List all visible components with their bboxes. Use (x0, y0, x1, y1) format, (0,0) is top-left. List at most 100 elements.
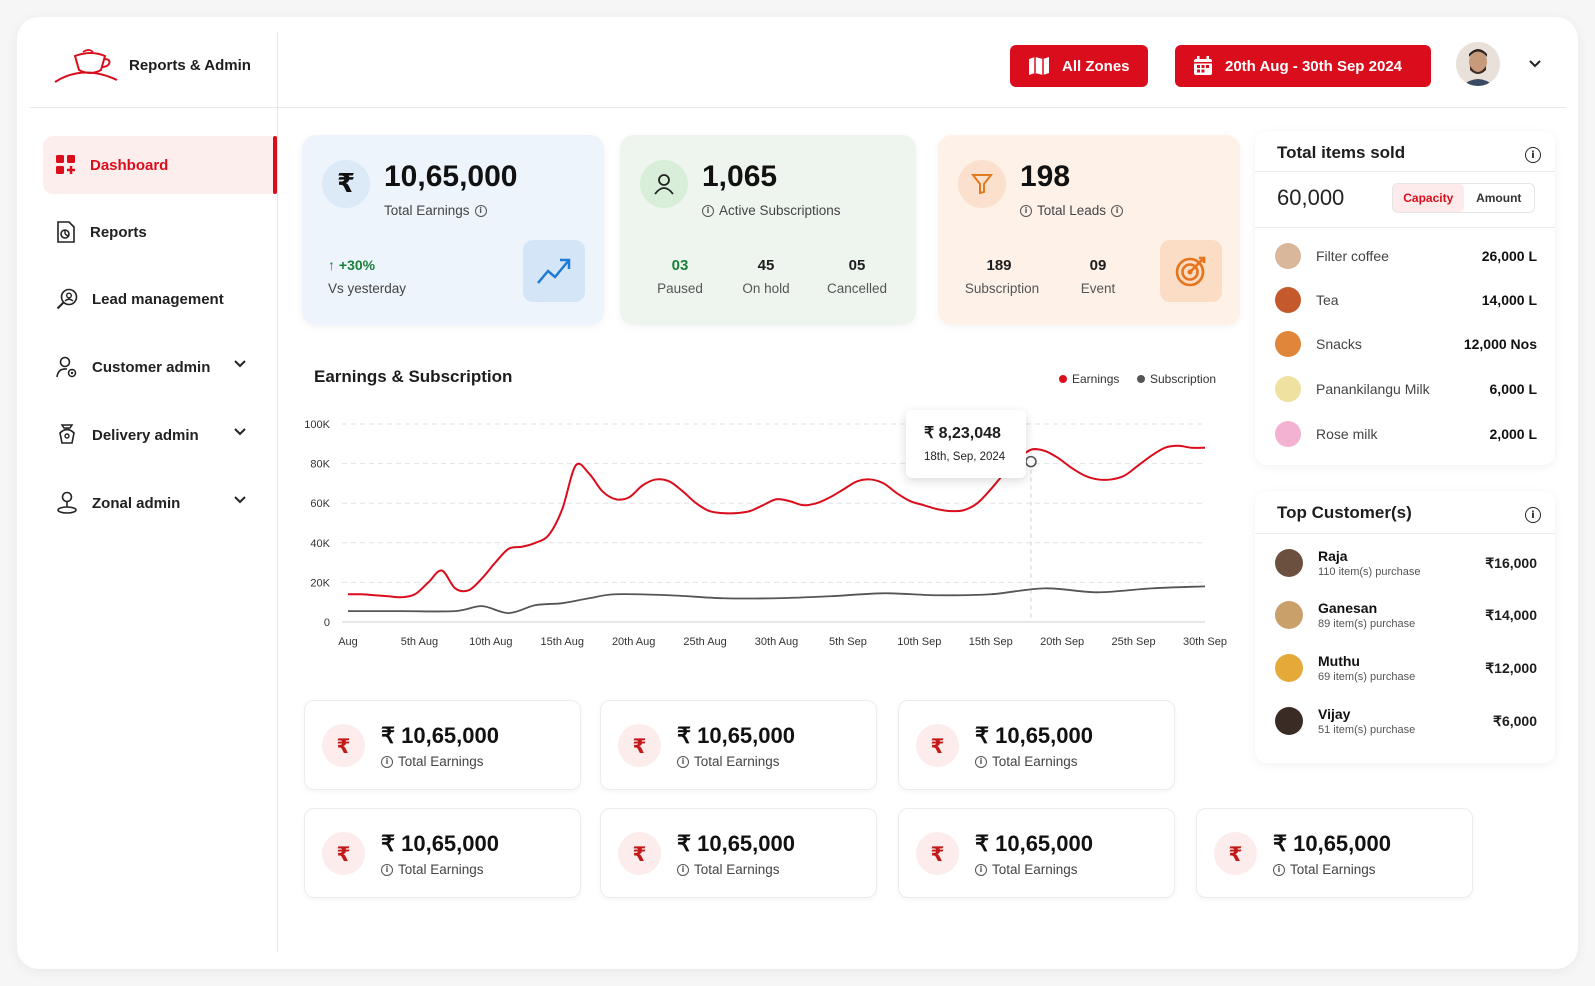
app-title: Reports & Admin (129, 57, 251, 74)
earnings-card-label: i Total Earnings (381, 862, 484, 877)
lead-search-icon (56, 288, 78, 310)
sidebar-item-label: Delivery admin (92, 426, 199, 444)
x-tick-label: Aug (338, 636, 358, 648)
total-earnings-label-text: Total Earnings (384, 203, 470, 218)
item-name: Snacks (1316, 336, 1362, 352)
customer-row[interactable]: Muthu 69 item(s) purchase ₹12,000 (1275, 648, 1537, 688)
target-icon (1160, 240, 1222, 302)
sidebar-item-lead-management[interactable]: Lead management (43, 270, 277, 328)
capacity-amount-toggle: Capacity Amount (1392, 183, 1535, 213)
info-icon[interactable]: i (474, 204, 487, 217)
earnings-card-label-text: Total Earnings (694, 754, 780, 769)
earnings-card-label-text: Total Earnings (398, 754, 484, 769)
info-icon[interactable]: i (677, 863, 689, 876)
legend-earnings-swatch (1059, 375, 1067, 383)
info-icon[interactable]: i (1111, 204, 1124, 217)
report-icon (57, 221, 75, 243)
info-icon[interactable]: i (677, 755, 689, 768)
sidebar-item-dashboard[interactable]: Dashboard (43, 136, 277, 194)
on-hold-label: On hold (742, 281, 790, 296)
chevron-down-icon[interactable] (233, 495, 247, 505)
customer-amount: ₹6,000 (1493, 712, 1537, 729)
earnings-change: ↑ +30% (328, 257, 375, 273)
all-zones-label: All Zones (1062, 57, 1130, 75)
customer-name: Raja (1318, 548, 1348, 564)
user-avatar[interactable] (1456, 42, 1500, 86)
tooltip-point (1025, 455, 1037, 468)
info-icon[interactable]: i (1273, 863, 1285, 876)
chevron-down-icon[interactable] (233, 427, 247, 437)
x-tick-label: 10th Aug (469, 636, 512, 648)
all-zones-button[interactable]: All Zones (1010, 45, 1148, 87)
earnings-card-label: i Total Earnings (1273, 862, 1376, 877)
divider (1255, 171, 1555, 172)
sidebar-item-label: Reports (90, 223, 147, 241)
item-qty: 12,000 Nos (1463, 336, 1537, 352)
sidebar-item-delivery-admin[interactable]: Delivery admin (43, 406, 277, 464)
sidebar-item-label: Zonal admin (92, 494, 181, 512)
top-customers-title: Top Customer(s) (1277, 503, 1412, 522)
y-tick-label: 100K (304, 419, 330, 431)
info-icon[interactable]: i (975, 863, 987, 876)
profile-chevron-down-icon[interactable] (1528, 59, 1542, 69)
sidebar-item-zonal-admin[interactable]: Zonal admin (43, 474, 277, 532)
info-icon[interactable]: i (381, 863, 393, 876)
x-tick-label: 20th Aug (612, 636, 655, 648)
customer-row[interactable]: Vijay 51 item(s) purchase ₹6,000 (1275, 701, 1537, 741)
date-range-button[interactable]: 20th Aug - 30th Sep 2024 (1175, 45, 1431, 87)
y-tick-label: 0 (324, 617, 330, 629)
amount-tab[interactable]: Amount (1476, 191, 1522, 205)
sidebar-item-customer-admin[interactable]: Customer admin (43, 338, 277, 396)
item-row: Filter coffee 26,000 L (1275, 241, 1537, 271)
tooltip-date: 18th, Sep, 2024 (924, 451, 1006, 463)
sidebar-item-label: Lead management (92, 290, 224, 308)
customer-name: Muthu (1318, 653, 1360, 669)
earnings-card: ₹ ₹ 10,65,000 i Total Earnings (600, 808, 877, 898)
customer-row[interactable]: Ganesan 89 item(s) purchase ₹14,000 (1275, 595, 1537, 635)
snacks-icon (1275, 331, 1301, 357)
info-icon[interactable]: i (381, 755, 393, 768)
earnings-card-value: ₹ 10,65,000 (677, 723, 795, 748)
item-qty: 26,000 L (1481, 248, 1537, 264)
rupee-icon: ₹ (916, 724, 959, 767)
capacity-tab[interactable]: Capacity (1393, 184, 1464, 212)
item-qty: 6,000 L (1489, 381, 1537, 397)
user-icon (640, 160, 688, 208)
earnings-card-value: ₹ 10,65,000 (975, 831, 1093, 856)
earnings-card-label-text: Total Earnings (1290, 862, 1376, 877)
event-leads-label: Event (1080, 281, 1116, 296)
item-row: Rose milk 2,000 L (1275, 419, 1537, 449)
total-leads-label: i Total Leads i (1020, 203, 1124, 218)
earnings-card-label-text: Total Earnings (992, 754, 1078, 769)
earnings-card-label: i Total Earnings (381, 754, 484, 769)
customer-amount: ₹12,000 (1485, 659, 1537, 676)
earnings-change-label: Vs yesterday (328, 281, 407, 296)
y-tick-label: 40K (310, 538, 330, 550)
leads-stat-card: 198 i Total Leads i 189 Subscription 09 … (938, 135, 1240, 325)
info-icon[interactable]: i (975, 755, 987, 768)
earnings-card-label: i Total Earnings (677, 754, 780, 769)
x-tick-label: 5th Aug (401, 636, 438, 648)
subscription-leads-count: 189 (986, 257, 1012, 274)
subscription-leads-label: Subscription (964, 281, 1040, 296)
info-icon[interactable]: i (1020, 204, 1032, 217)
delivery-icon (59, 424, 75, 444)
customer-row[interactable]: Raja 110 item(s) purchase ₹16,000 (1275, 543, 1537, 583)
item-qty: 14,000 L (1481, 292, 1537, 308)
earnings-card: ₹ ₹ 10,65,000 i Total Earnings (600, 700, 877, 790)
item-name: Tea (1316, 292, 1339, 308)
customer-name: Vijay (1318, 706, 1351, 722)
chart-title: Earnings & Subscription (314, 367, 513, 386)
customer-purchases: 69 item(s) purchase (1318, 671, 1416, 683)
cup-logo-icon (54, 49, 118, 83)
sidebar-item-reports[interactable]: Reports (43, 203, 277, 261)
customer-purchases: 110 item(s) purchase (1318, 566, 1421, 578)
chevron-down-icon[interactable] (233, 359, 247, 369)
customer-avatar (1275, 549, 1303, 577)
zonal-icon (57, 491, 77, 514)
info-icon[interactable]: i (1525, 507, 1541, 523)
info-icon[interactable]: i (702, 204, 714, 217)
earnings-card-value: ₹ 10,65,000 (381, 831, 499, 856)
earnings-card-label-text: Total Earnings (992, 862, 1078, 877)
info-icon[interactable]: i (1525, 147, 1541, 163)
